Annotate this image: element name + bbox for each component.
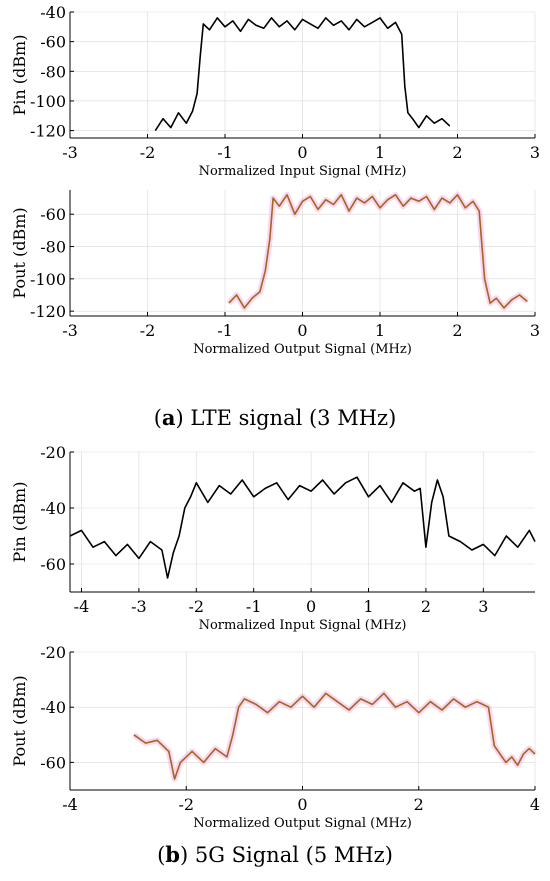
- x-tick-label: 1: [375, 143, 385, 162]
- y-axis-label: Pin (dBm): [10, 482, 29, 563]
- series-line: [154, 17, 451, 132]
- caption-b-letter: b: [165, 842, 180, 867]
- y-tick-label: -40: [40, 698, 66, 717]
- x-tick-label: 2: [452, 143, 462, 162]
- y-tick-label: -20: [40, 643, 66, 662]
- x-tick-label: 3: [478, 597, 488, 616]
- x-tick-label: -4: [74, 597, 90, 616]
- y-tick-label: -60: [40, 205, 66, 224]
- x-tick-label: 0: [306, 597, 316, 616]
- x-tick-label: -2: [188, 597, 204, 616]
- caption-b-text: 5G Signal (5 MHz): [194, 843, 393, 867]
- y-tick-label: -20: [40, 443, 66, 462]
- x-tick-label: -3: [131, 597, 147, 616]
- x-tick-label: 1: [363, 597, 373, 616]
- y-tick-label: -40: [40, 3, 66, 22]
- caption-a: (a) LTE signal (3 MHz): [153, 405, 397, 430]
- y-axis-label: Pout (dBm): [10, 207, 29, 298]
- plot-area: [70, 452, 535, 592]
- lte-input-panel: -3 -2 -1 0 1 2 3 -40 -60 -80 -100 -120 Normalized In…: [10, 3, 540, 179]
- lte-output-panel: -3 -2 -1 0 1 2 3 -60 -80 -100 -120 Normalized Outpu…: [10, 190, 540, 357]
- 5g-input-panel: -4 -3 -2 -1 0 1 2 3 -20 -40 -60 Normalized Input Si…: [10, 443, 536, 633]
- x-tick-label: -2: [178, 795, 194, 814]
- x-tick-label: 3: [530, 143, 540, 162]
- caption-a-letter: a: [161, 405, 176, 430]
- y-tick-label: -100: [30, 270, 66, 289]
- x-tick-label: 0: [297, 143, 307, 162]
- x-tick-label: 3: [530, 321, 540, 340]
- x-tick-label: 0: [297, 795, 307, 814]
- x-tick-label: -4: [62, 795, 78, 814]
- x-axis-label: Normalized Input Signal (MHz): [199, 618, 407, 633]
- y-tick-label: -60: [40, 753, 66, 772]
- x-tick-label: 2: [414, 795, 424, 814]
- y-tick-label: -120: [30, 122, 66, 141]
- x-axis-label: Normalized Input Signal (MHz): [199, 164, 407, 179]
- x-axis-label: Normalized Output Signal (MHz): [193, 816, 412, 831]
- x-tick-label: -1: [217, 143, 233, 162]
- x-tick-label: -3: [62, 143, 78, 162]
- caption-b: (b) 5G Signal (5 MHz): [157, 842, 393, 867]
- y-axis-label: Pin (dBm): [10, 35, 29, 116]
- caption-a-text: LTE signal (3 MHz): [190, 406, 397, 430]
- series-line: [228, 194, 528, 309]
- y-tick-label: -60: [40, 555, 66, 574]
- series-line: [69, 476, 536, 579]
- y-tick-label: -80: [40, 62, 66, 81]
- x-tick-label: -3: [62, 321, 78, 340]
- x-tick-label: 0: [297, 321, 307, 340]
- x-tick-label: 2: [421, 597, 431, 616]
- x-tick-label: -1: [217, 321, 233, 340]
- x-tick-label: 4: [530, 795, 540, 814]
- y-tick-label: -80: [40, 238, 66, 257]
- x-tick-label: -1: [246, 597, 262, 616]
- y-tick-label: -100: [30, 92, 66, 111]
- x-tick-label: 1: [375, 321, 385, 340]
- y-axis-label: Pout (dBm): [10, 675, 29, 766]
- x-tick-label: -2: [140, 143, 156, 162]
- y-tick-label: -120: [30, 302, 66, 321]
- x-tick-label: 2: [452, 321, 462, 340]
- y-tick-label: -60: [40, 33, 66, 52]
- series-line: [133, 692, 536, 780]
- x-tick-label: -2: [140, 321, 156, 340]
- y-tick-label: -40: [40, 499, 66, 518]
- x-axis-label: Normalized Output Signal (MHz): [193, 342, 412, 357]
